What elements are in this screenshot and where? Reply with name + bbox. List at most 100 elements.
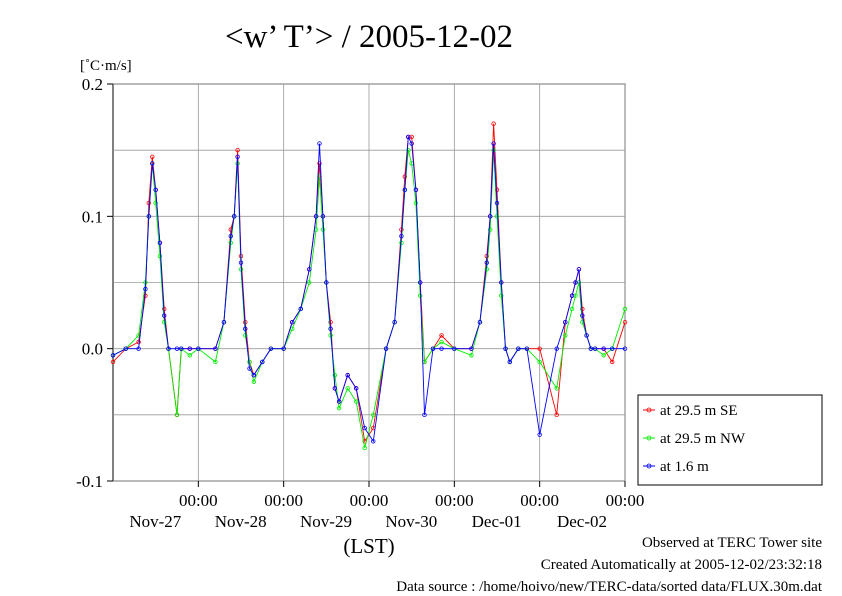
data-point <box>563 333 568 338</box>
data-point <box>392 320 397 325</box>
footer-observed: Observed at TERC Tower site <box>641 535 822 551</box>
data-point <box>402 187 408 193</box>
data-point <box>146 200 152 206</box>
x-tick-date: Nov-27 <box>129 512 181 531</box>
data-point <box>569 306 575 312</box>
series <box>110 134 628 444</box>
legend-item: at 29.5 m SE <box>643 403 738 419</box>
data-point <box>610 346 615 351</box>
data-point <box>332 386 338 391</box>
data-point <box>332 372 338 378</box>
data-point <box>320 227 326 232</box>
x-tick-date: Dec-02 <box>557 512 607 531</box>
footer-created: Created Automatically at 2005-12-02/23:3… <box>540 557 822 573</box>
data-point <box>484 267 489 272</box>
legend-item: at 29.5 m NW <box>643 431 746 447</box>
data-point <box>494 214 500 219</box>
y-tick-label: -0.1 <box>76 472 103 491</box>
x-tick-time: 00:00 <box>520 491 559 510</box>
legend-box <box>637 394 823 486</box>
data-point <box>313 214 319 219</box>
data-point <box>110 359 116 365</box>
data-point <box>161 320 167 325</box>
data-point <box>320 214 326 219</box>
data-point <box>584 333 589 338</box>
data-point <box>588 346 594 351</box>
data-point <box>610 359 615 365</box>
data-point <box>345 386 350 391</box>
data-point <box>290 320 295 325</box>
data-point <box>494 200 500 206</box>
data-point <box>487 227 493 232</box>
data-point <box>123 346 128 351</box>
data-point <box>573 280 578 285</box>
data-point <box>317 161 322 166</box>
data-point <box>251 372 256 378</box>
data-point <box>469 353 474 358</box>
chart-title: <w’ T’> / 2005-12-02 <box>225 19 513 55</box>
x-tick-time: 00:00 <box>435 491 474 510</box>
data-point <box>601 346 606 351</box>
x-tick-date: Nov-29 <box>300 512 352 531</box>
data-point <box>439 346 444 351</box>
data-point <box>592 346 598 351</box>
data-point <box>507 359 512 365</box>
data-point <box>174 412 180 418</box>
data-point <box>413 200 419 206</box>
data-point <box>174 346 180 351</box>
data-point <box>213 359 218 365</box>
data-point <box>622 320 628 325</box>
data-point <box>622 306 628 312</box>
data-point <box>563 320 568 325</box>
data-point <box>499 280 504 285</box>
data-point <box>238 260 244 265</box>
data-point <box>235 154 240 159</box>
data-point <box>487 214 493 219</box>
data-point <box>554 386 559 391</box>
x-ticks: 00:00 Nov-27 00:00 Nov-28 00:00 Nov-29 00:00 No… <box>129 481 644 531</box>
data-point <box>413 187 419 193</box>
data-point <box>153 187 158 193</box>
data-point <box>484 260 489 265</box>
data-point <box>580 313 585 318</box>
data-point <box>243 333 248 338</box>
data-point <box>362 425 367 431</box>
data-point <box>554 412 559 418</box>
data-point <box>179 346 184 351</box>
x-tick-date: Dec-01 <box>472 512 522 531</box>
data-point <box>371 439 376 444</box>
data-point <box>430 346 436 351</box>
data-point <box>362 445 367 451</box>
data-point <box>491 121 496 126</box>
data-point <box>422 412 427 418</box>
data-point <box>439 339 444 345</box>
x-tick-time: 00:00 <box>179 491 218 510</box>
data-point <box>354 386 359 391</box>
data-point <box>231 214 237 219</box>
data-point <box>268 346 274 351</box>
data-point <box>569 293 575 298</box>
data-point <box>157 240 163 245</box>
data-point <box>243 326 248 332</box>
data-point <box>136 346 141 351</box>
series-line <box>112 135 625 443</box>
legend-marker <box>646 435 652 441</box>
data-point <box>317 141 322 146</box>
data-point <box>469 346 474 351</box>
data-point <box>221 320 227 325</box>
x-tick-time: 00:00 <box>606 491 645 510</box>
series-line <box>112 150 626 449</box>
legend-marker <box>646 407 652 413</box>
data-point <box>336 406 342 411</box>
data-point <box>499 293 504 298</box>
data-point <box>187 346 192 351</box>
data-point <box>537 346 542 351</box>
data-point <box>503 346 508 351</box>
data-point <box>161 313 167 318</box>
data-point <box>601 353 606 358</box>
data-point <box>537 432 542 437</box>
data-point <box>399 233 404 239</box>
y-tick-label: 0.2 <box>82 75 103 94</box>
data-point <box>196 346 201 351</box>
